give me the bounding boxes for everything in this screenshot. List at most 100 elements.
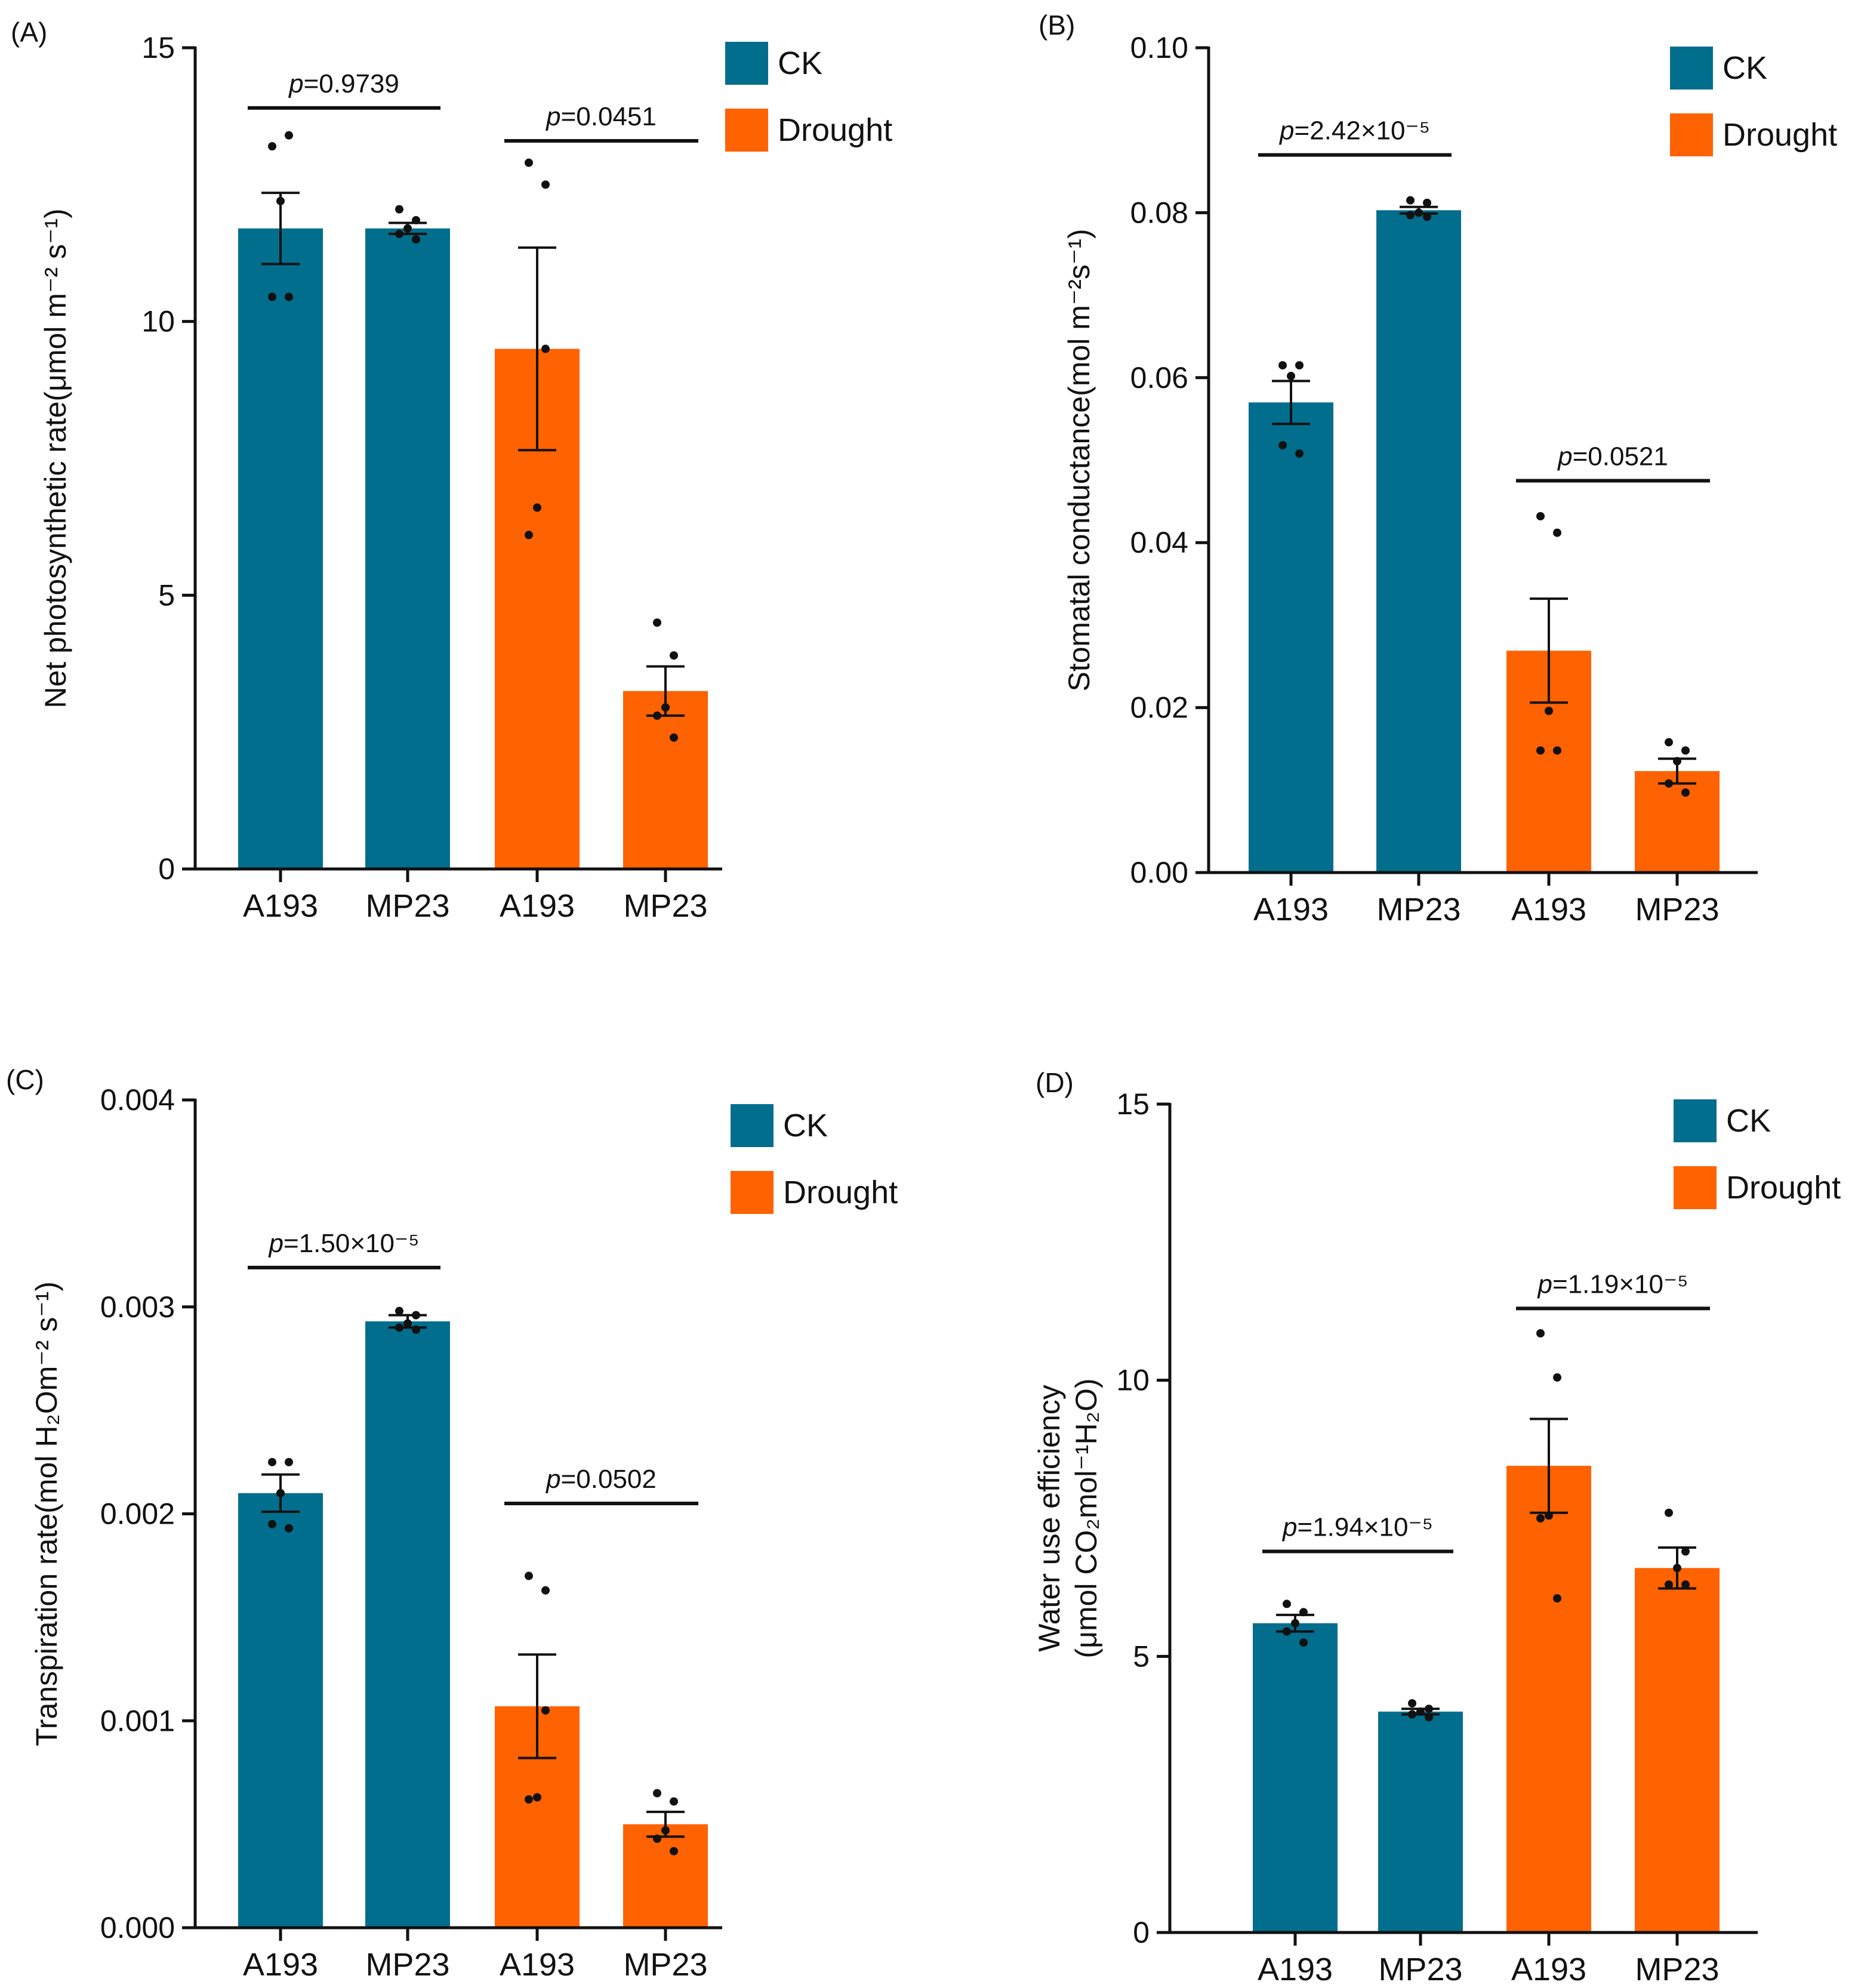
y-tick-label: 0.001 [100,1704,175,1737]
data-point [1545,707,1553,716]
data-point [395,205,403,214]
y-axis-title: Net photosynthetic rate(μmol m⁻² s⁻¹) [39,208,72,708]
p-value-label: p=0.0502 [545,1465,657,1494]
p-value-symbol: p [545,102,560,131]
data-point [653,711,661,720]
data-point [525,1571,533,1580]
data-point [285,1457,293,1466]
data-point [285,1524,293,1533]
data-point [653,1834,661,1843]
y-tick-label: 0.000 [100,1911,175,1944]
x-tick-label: MP23 [365,888,449,924]
data-point [1278,441,1287,450]
data-point [403,1319,412,1328]
data-point [1295,361,1304,370]
p-value-symbol: p [1281,1513,1297,1542]
data-point [1553,1594,1561,1603]
data-point [1295,449,1304,458]
data-point [661,1826,670,1835]
legend-swatch-drought [1674,1166,1717,1209]
x-tick-label: A193 [500,888,575,924]
legend-label-ck: CK [1726,1103,1771,1139]
x-tick-label: MP23 [1635,892,1719,927]
x-tick-label: MP23 [1378,1952,1462,1987]
bar-ck-a193 [1249,402,1333,873]
data-point [1545,1511,1553,1520]
legend-label-ck: CK [1723,50,1767,86]
bar-ck-a193 [1253,1623,1338,1932]
data-point [1553,746,1561,755]
y-axis-title: Water use efficiency [1033,1385,1066,1651]
panel-label: (A) [11,17,47,48]
y-tick-label: 15 [141,31,175,64]
x-tick-label: MP23 [365,1947,449,1983]
legend-swatch-ck [725,42,768,85]
x-tick-label: A193 [1258,1952,1333,1987]
legend-swatch-drought [731,1171,774,1214]
data-point [1673,757,1681,766]
bar-drought-a193 [1506,1466,1591,1932]
data-point [661,703,670,712]
x-tick-label: MP23 [623,1947,707,1983]
data-point [412,1325,420,1334]
y-tick-label: 0.004 [100,1083,175,1117]
data-point [1408,1710,1416,1719]
error-bar [518,1653,556,1759]
data-point [1665,738,1673,747]
p-value-symbol: p [545,1465,560,1494]
p-value-label: p=1.19×10⁻⁵ [1537,1269,1688,1299]
bar-ck-mp23 [365,228,450,870]
data-point [1665,1508,1673,1517]
p-value-label: p=0.9739 [288,69,399,98]
y-tick-label: 0.06 [1130,361,1188,394]
legend-label-drought: Drought [783,1175,898,1210]
y-axis-title: (μmol CO₂mol⁻¹H₂O) [1070,1379,1103,1659]
data-point [276,196,285,205]
data-point [541,1586,550,1595]
x-tick-label: MP23 [1376,892,1460,927]
error-bar [518,246,556,452]
bar-ck-a193 [238,228,323,870]
x-tick-label: A193 [1511,892,1586,927]
data-point [670,651,678,660]
data-point [1665,1580,1673,1589]
data-point [1406,196,1415,205]
data-point [533,503,541,512]
y-tick-label: 0.08 [1130,196,1188,229]
x-tick-label: A193 [500,1947,575,1983]
data-point [1665,779,1673,788]
x-tick-label: A193 [243,888,318,924]
data-point [1408,1699,1416,1707]
bar-ck-a193 [238,1493,323,1928]
legend-swatch-ck [731,1104,774,1147]
data-point [1681,1580,1690,1589]
bar-ck-mp23 [1376,210,1461,873]
data-point [1406,211,1415,220]
data-point [276,1488,285,1497]
p-value-number: =1.19×10⁻⁵ [1552,1269,1688,1299]
data-point [541,180,550,189]
y-tick-label: 0 [1133,1916,1150,1949]
data-point [268,142,276,151]
data-point [1425,1713,1433,1722]
data-point [670,733,678,742]
data-point [1681,746,1690,755]
data-point [268,1457,276,1466]
y-axis-title: Stomatal conductance(mol m⁻²s⁻¹) [1062,229,1096,691]
p-value-label: p=0.0521 [1557,442,1668,471]
data-point [541,1706,550,1715]
data-point [525,158,533,167]
y-tick-label: 0.003 [100,1290,175,1324]
x-tick-label: A193 [243,1947,318,1983]
x-tick-label: MP23 [1635,1952,1719,1987]
p-value-label: p=0.0451 [545,102,657,131]
panel-label: (C) [6,1064,44,1095]
bar-drought-mp23 [623,691,708,869]
legend-swatch-ck [1670,47,1713,90]
p-value-symbol: p [1537,1269,1552,1299]
data-point [525,1795,533,1804]
bar-drought-mp23 [1635,1568,1720,1932]
data-point [1416,1707,1425,1716]
data-point [395,1306,403,1315]
x-tick-label: MP23 [623,888,707,924]
